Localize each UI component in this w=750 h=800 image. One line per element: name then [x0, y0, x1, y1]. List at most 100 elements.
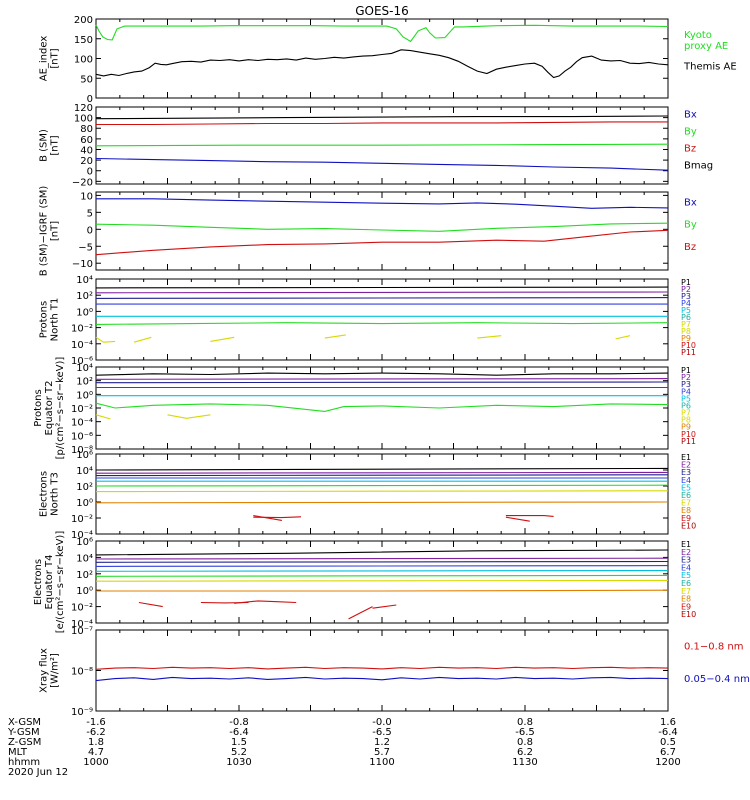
legend-by: By	[684, 220, 697, 231]
legend-p10: P10	[681, 341, 696, 350]
x-row-value: 1000	[83, 757, 108, 768]
legend-e7: E7	[681, 587, 691, 596]
panel-frame	[95, 453, 669, 535]
y-tick-label: 10⁻²	[71, 514, 93, 525]
y-tick-label: 10⁻⁴	[71, 340, 93, 351]
y-tick-label: 10⁶	[76, 537, 93, 548]
x-row-value: -0.0	[372, 717, 392, 728]
legend-0-05-0-4-nm: 0.05−0.4 nm	[684, 674, 750, 685]
legend-p4: P4	[681, 299, 691, 308]
legend-p1: P1	[681, 278, 691, 287]
legend-e6: E6	[681, 491, 691, 500]
series-bz-line	[95, 229, 669, 256]
series-yellow-line	[324, 334, 346, 339]
series-red-line	[253, 515, 282, 521]
series-by-line	[95, 222, 669, 232]
x-row-value: 1.8	[88, 737, 104, 748]
series-yellow-line	[615, 335, 631, 340]
y-tick-label: 10⁰	[76, 498, 93, 509]
series-red-line	[372, 604, 397, 609]
legend-p6: P6	[681, 401, 691, 410]
legend-p9: P9	[681, 423, 691, 432]
legend-bx: Bx	[684, 109, 697, 120]
x-row-label: Y-GSM	[7, 727, 40, 738]
y-tick-label: 150	[74, 35, 93, 46]
y-tick-label: 10⁻⁴	[71, 530, 93, 541]
y-axis-label: Electrons	[33, 559, 44, 605]
y-axis-label: Equator T2	[44, 381, 55, 436]
legend-p11: P11	[681, 437, 696, 446]
plot-title: GOES-16	[355, 4, 409, 18]
series-green-line	[95, 574, 669, 577]
y-tick-label: 10⁻⁸	[71, 667, 93, 678]
panel-frame	[95, 540, 669, 624]
series-bx-line	[95, 157, 669, 171]
x-row-value: 1200	[655, 757, 680, 768]
x-row-value: -6.4	[658, 727, 678, 738]
legend-0-1-0-8-nm: 0.1−0.8 nm	[684, 641, 743, 652]
x-row-value: 4.7	[88, 747, 104, 758]
series-0-05-0-4-nm-line	[95, 676, 669, 682]
y-tick-label: 10⁴	[76, 363, 93, 374]
legend-p7: P7	[681, 409, 691, 418]
legend-e4: E4	[681, 563, 691, 572]
series-purple-line	[95, 291, 669, 294]
x-axis-labels: X-GSM -1.6 -0.8 -0.0 0.8 1.6 Y-GSM -6.2 -6.4 -6.5…	[7, 717, 681, 768]
series-by-line	[95, 143, 669, 147]
x-row-value: 5.7	[374, 747, 390, 758]
legend-kyoto-proxy-ae: Kyoto	[684, 30, 712, 41]
series-red-line	[505, 516, 530, 522]
y-tick-label: 10	[80, 191, 93, 202]
panel-frame	[95, 18, 669, 99]
x-row-value: 1130	[512, 757, 537, 768]
series-black-line	[95, 372, 669, 376]
series-kyoto-proxy-ae-line	[95, 24, 669, 43]
y-tick-label: 100	[74, 114, 93, 125]
y-axis-label: [e/(cm²−s−sr−keV)]	[55, 531, 66, 634]
legend-by: By	[684, 126, 697, 137]
y-tick-label: 10²	[76, 570, 93, 581]
legend-p1: P1	[681, 366, 691, 375]
y-tick-label: 10⁻⁴	[71, 619, 93, 630]
series-purple-line	[95, 378, 669, 380]
series-bz-line	[96, 121, 668, 126]
legend-p3: P3	[681, 292, 691, 301]
x-row-value: 6.2	[517, 747, 533, 758]
x-row-value: 0.8	[517, 717, 533, 728]
y-axis-label: Protons	[33, 389, 44, 426]
y-tick-label: 10²	[76, 482, 93, 493]
legend-p10: P10	[681, 430, 696, 439]
y-tick-label: 5	[87, 208, 93, 219]
panel-frame	[95, 629, 669, 712]
legend-e2: E2	[681, 548, 691, 557]
y-axis-label: Electrons	[39, 471, 50, 517]
y-tick-label: 0	[87, 94, 93, 105]
y-axis-label: [nT]	[50, 221, 61, 241]
y-axis-label: Equator T4	[44, 555, 55, 610]
series-yellow-line	[95, 579, 669, 582]
y-tick-label: −10	[72, 259, 93, 270]
x-row-label: MLT	[8, 747, 28, 758]
legend-p2: P2	[681, 285, 691, 294]
series-navy-line	[95, 381, 669, 384]
series-yellow-line	[210, 336, 235, 342]
legend-e8: E8	[681, 595, 691, 604]
y-tick-label: 10⁶	[76, 450, 93, 461]
x-row-label: hhmm	[8, 757, 40, 768]
x-row-value: 1.5	[231, 737, 247, 748]
x-row-value: 1.2	[374, 737, 390, 748]
legend-e1: E1	[681, 540, 691, 549]
series-yellow-line	[167, 414, 211, 419]
y-tick-label: 10⁻⁶	[71, 431, 93, 442]
legend-bz: Bz	[684, 242, 696, 253]
legend-e4: E4	[681, 476, 691, 485]
panel-8: 10⁻⁹ 10⁻⁸ 10⁻⁷ Xray flux [W/m²] 0.1−0.8 nm 0.0…	[39, 626, 750, 718]
series-0-1-0-8-nm-line	[95, 666, 669, 670]
y-tick-label: 10⁻²	[71, 404, 93, 415]
series-purple-line	[95, 471, 669, 474]
legend-e6: E6	[681, 579, 691, 588]
series-black-line	[95, 467, 669, 471]
